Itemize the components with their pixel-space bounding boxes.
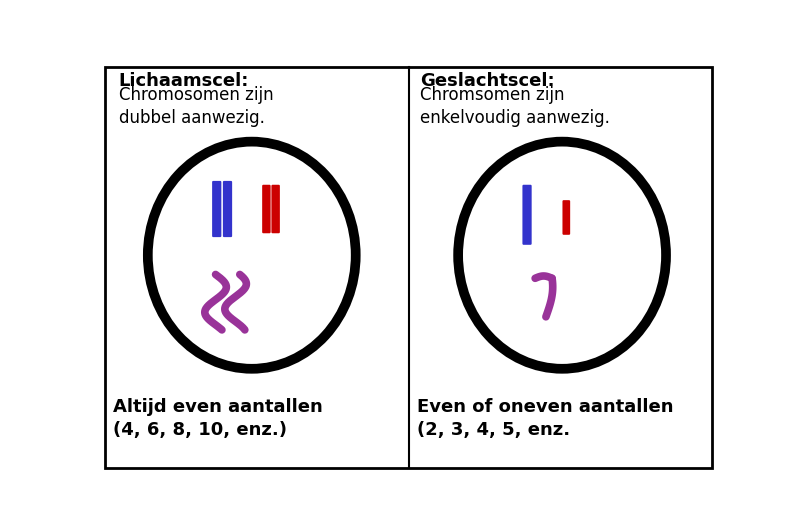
FancyBboxPatch shape — [522, 185, 532, 245]
Text: Lichaamscel:: Lichaamscel: — [119, 72, 249, 90]
Text: Even of oneven aantallen
(2, 3, 4, 5, enz.: Even of oneven aantallen (2, 3, 4, 5, en… — [418, 398, 673, 439]
Text: Chromsomen zijn
enkelvoudig aanwezig.: Chromsomen zijn enkelvoudig aanwezig. — [420, 86, 610, 127]
Ellipse shape — [458, 142, 666, 369]
FancyBboxPatch shape — [212, 181, 222, 237]
Ellipse shape — [147, 142, 355, 369]
Text: Geslachtscel:: Geslachtscel: — [420, 72, 554, 90]
Text: Altijd even aantallen
(4, 6, 8, 10, enz.): Altijd even aantallen (4, 6, 8, 10, enz.… — [113, 398, 323, 439]
FancyBboxPatch shape — [563, 200, 570, 235]
Text: Chromosomen zijn
dubbel aanwezig.: Chromosomen zijn dubbel aanwezig. — [119, 86, 273, 127]
FancyBboxPatch shape — [272, 185, 280, 233]
FancyBboxPatch shape — [223, 181, 232, 237]
FancyBboxPatch shape — [262, 185, 271, 233]
